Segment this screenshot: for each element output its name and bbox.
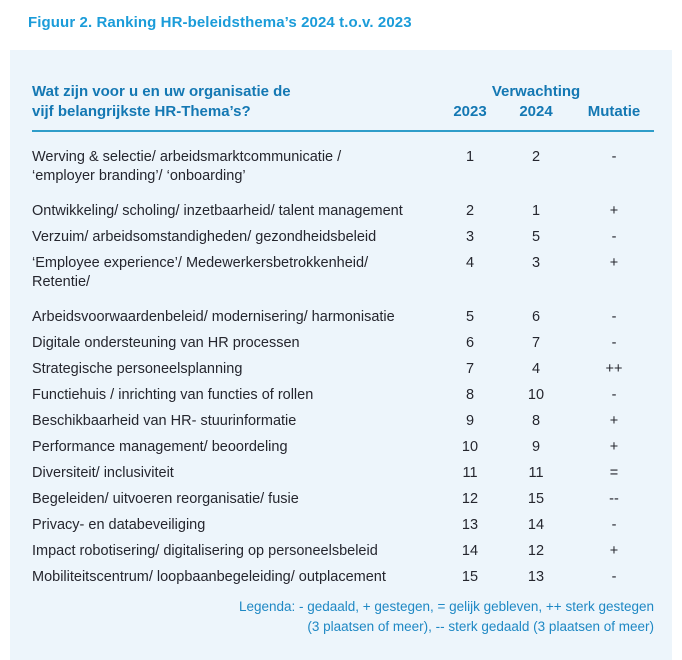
- row-rank-2023: 6: [465, 335, 475, 351]
- legend-line-2: (3 plaatsen of meer), -- sterk gedaald (…: [307, 619, 654, 634]
- row-theme-label: Werving & selectie/ arbeidsmarktcommunic…: [32, 149, 342, 184]
- table-row: Diversiteit/ inclusiviteit 11 11 =: [32, 464, 654, 483]
- row-mutatie-value: -: [611, 309, 617, 325]
- row-mutatie-value: +: [609, 413, 619, 429]
- table-row: Arbeidsvoorwaardenbeleid/ modernisering/…: [32, 308, 654, 327]
- row-rank-2023: 9: [465, 413, 475, 429]
- legend-line-1: Legenda: - gedaald, + gestegen, = gelijk…: [238, 599, 654, 614]
- row-theme-label: Begeleiden/ uitvoeren reorganisatie/ fus…: [32, 491, 299, 507]
- header-question: Wat zijn voor u en uw organisatie de vij…: [32, 83, 291, 120]
- row-rank-2024: 7: [531, 335, 541, 351]
- row-rank-2023: 15: [461, 569, 479, 585]
- table-row: Begeleiden/ uitvoeren reorganisatie/ fus…: [32, 490, 654, 509]
- row-rank-2023: 12: [461, 491, 479, 507]
- row-mutatie-value: -: [611, 387, 617, 403]
- row-mutatie-value: -: [611, 335, 617, 351]
- row-rank-2024: 2: [531, 149, 541, 165]
- row-mutatie-value: ++: [605, 361, 623, 377]
- header-col-mutatie: Mutatie: [587, 103, 641, 120]
- table-row: Verzuim/ arbeidsomstandigheden/ gezondhe…: [32, 228, 654, 247]
- row-rank-2023: 1: [465, 149, 475, 165]
- row-mutatie-value: +: [609, 255, 619, 271]
- row-theme-label: Mobiliteitscentrum/ loopbaanbegeleiding/…: [32, 569, 386, 585]
- row-rank-2024: 6: [531, 309, 541, 325]
- row-theme-label: Privacy- en databeveiliging: [32, 517, 206, 533]
- row-mutatie-value: -: [611, 569, 617, 585]
- row-mutatie-value: +: [609, 543, 619, 559]
- row-rank-2023: 10: [461, 439, 479, 455]
- row-theme-label: Impact robotisering/ digitalisering op p…: [32, 543, 378, 559]
- table-row: Digitale ondersteuning van HR processen …: [32, 334, 654, 353]
- row-rank-2024: 3: [531, 255, 541, 271]
- table-row: Privacy- en databeveiliging 13 14 -: [32, 516, 654, 535]
- row-rank-2023: 11: [462, 465, 478, 481]
- header-col-2023: 2023: [453, 103, 487, 120]
- figure-title: Figuur 2. Ranking HR-beleidsthema’s 2024…: [28, 14, 412, 31]
- row-rank-2024: 11: [528, 465, 544, 481]
- row-theme-label: Verzuim/ arbeidsomstandigheden/ gezondhe…: [32, 229, 377, 245]
- row-rank-2023: 14: [461, 543, 479, 559]
- row-rank-2023: 5: [465, 309, 475, 325]
- row-rank-2023: 7: [465, 361, 475, 377]
- row-theme-label: Ontwikkeling/ scholing/ inzetbaarheid/ t…: [32, 203, 403, 219]
- row-rank-2024: 5: [531, 229, 541, 245]
- row-theme-label: Diversiteit/ inclusiviteit: [32, 465, 174, 481]
- row-mutatie-value: --: [609, 491, 619, 507]
- row-rank-2023: 3: [465, 229, 475, 245]
- table-row: Beschikbaarheid van HR- stuurinformatie …: [32, 412, 654, 431]
- header-col-2024: Verwachting 2024: [492, 82, 580, 122]
- row-theme-label: Performance management/ beoordeling: [32, 439, 288, 455]
- row-rank-2024: 13: [527, 569, 545, 585]
- table-row: Werving & selectie/ arbeidsmarktcommunic…: [32, 148, 654, 186]
- row-theme-label: Digitale ondersteuning van HR processen: [32, 335, 300, 351]
- table-header: Wat zijn voor u en uw organisatie de vij…: [32, 82, 654, 122]
- row-theme-label: ‘Employee experience’/ Medewerkersbetrok…: [32, 255, 369, 290]
- table-row: Impact robotisering/ digitalisering op p…: [32, 542, 654, 561]
- table-body: Werving & selectie/ arbeidsmarktcommunic…: [32, 148, 654, 587]
- row-rank-2024: 8: [531, 413, 541, 429]
- row-rank-2024: 1: [531, 203, 541, 219]
- row-rank-2023: 13: [461, 517, 479, 533]
- header-2024-label: 2024: [519, 103, 553, 120]
- row-mutatie-value: -: [611, 517, 617, 533]
- row-rank-2024: 14: [527, 517, 545, 533]
- row-theme-label: Strategische personeelsplanning: [32, 361, 243, 377]
- row-rank-2023: 4: [465, 255, 475, 271]
- row-mutatie-value: =: [609, 465, 619, 481]
- header-divider: [32, 130, 654, 132]
- row-rank-2024: 15: [527, 491, 545, 507]
- table-row: Performance management/ beoordeling 10 9…: [32, 438, 654, 457]
- table-row: Mobiliteitscentrum/ loopbaanbegeleiding/…: [32, 568, 654, 587]
- header-verwachting-label: Verwachting: [491, 83, 581, 100]
- row-mutatie-value: -: [611, 149, 617, 165]
- table-row: Ontwikkeling/ scholing/ inzetbaarheid/ t…: [32, 202, 654, 221]
- row-theme-label: Beschikbaarheid van HR- stuurinformatie: [32, 413, 297, 429]
- ranking-table-panel: Wat zijn voor u en uw organisatie de vij…: [10, 50, 672, 660]
- row-rank-2024: 9: [531, 439, 541, 455]
- row-mutatie-value: -: [611, 229, 617, 245]
- row-rank-2023: 8: [465, 387, 475, 403]
- row-rank-2024: 12: [527, 543, 545, 559]
- legend: Legenda: - gedaald, + gestegen, = gelijk…: [32, 597, 654, 637]
- row-rank-2023: 2: [465, 203, 475, 219]
- row-theme-label: Functiehuis / inrichting van functies of…: [32, 387, 314, 403]
- table-row: Strategische personeelsplanning 7 4 ++: [32, 360, 654, 379]
- row-mutatie-value: +: [609, 439, 619, 455]
- table-row: Functiehuis / inrichting van functies of…: [32, 386, 654, 405]
- row-rank-2024: 10: [527, 387, 545, 403]
- row-theme-label: Arbeidsvoorwaardenbeleid/ modernisering/…: [32, 309, 395, 325]
- row-rank-2024: 4: [531, 361, 541, 377]
- table-row: ‘Employee experience’/ Medewerkersbetrok…: [32, 254, 654, 292]
- row-mutatie-value: +: [609, 203, 619, 219]
